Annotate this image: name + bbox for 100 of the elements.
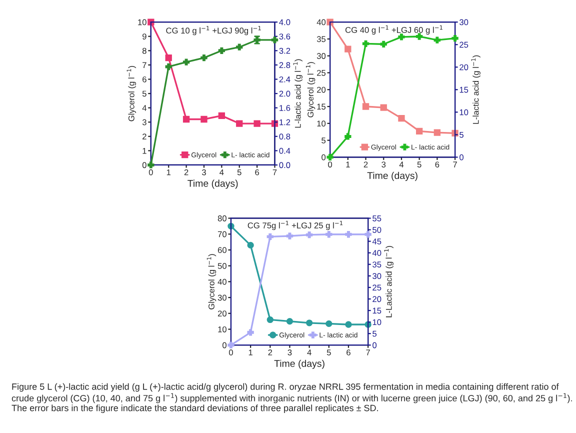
x-tick-label: 6 [435, 162, 440, 168]
point [182, 58, 190, 66]
x-tick-label: 5 [326, 350, 331, 356]
y2-axis-title: L-lactic acid (g l$^{−1}$) [293, 59, 302, 128]
y2-tick-label: 10 [460, 109, 468, 116]
y-tick-label: 7 [142, 62, 146, 68]
point [228, 342, 234, 348]
x-tick-label: 3 [288, 349, 292, 356]
point [326, 320, 332, 328]
y-tick-label: 1 [142, 148, 146, 154]
x-tick-label: 5 [417, 162, 422, 168]
y2-tick-label: 5 [372, 330, 377, 337]
x-tick-label: 1 [248, 350, 252, 356]
point [434, 129, 441, 136]
y-tick-label: 50 [218, 263, 226, 269]
x-tick-label: 4 [307, 350, 312, 356]
point [326, 154, 334, 161]
y-tick-label: 2 [142, 134, 146, 140]
y-tick-label: 5 [322, 138, 326, 144]
y-tick-label: 10 [138, 19, 146, 26]
point [398, 34, 405, 40]
x-tick-label: 2 [364, 162, 368, 168]
y2-tick-label: 25 [372, 284, 382, 291]
x-tick-label: 3 [382, 162, 386, 168]
point [247, 242, 254, 249]
y-tick-label: 3 [142, 119, 146, 126]
y2-tick-label: 1.2 [280, 119, 290, 126]
x-tick-label: 7 [453, 162, 457, 168]
x-tick-label: 5 [237, 169, 242, 176]
y-tick-label: 10 [218, 326, 226, 332]
y-tick-label: 0 [222, 342, 226, 348]
y-tick-label: 25 [317, 70, 326, 76]
y2-tick-label: 1.6 [280, 105, 290, 111]
y2-tick-label: 4.0 [279, 19, 290, 26]
point [254, 120, 260, 127]
y-tick-label: 40 [218, 278, 226, 285]
x-tick-label: 0 [228, 349, 233, 356]
y2-tick-label: 2.0 [279, 90, 290, 97]
y-tick-label: 6 [142, 76, 146, 82]
y-tick-label: 60 [218, 247, 226, 254]
text: Figure 5 L (+)-lactic acid yield (g L (+)-lactic acid/g glycerol) during R. oryzae NRRL 395 fermentation in media containing different ratio of crude glycerol (CG) (10, 40, and 75 g l$^{−1}$) supplemented with inorganic nutrients (IN) or with lucerne green juice (LGJ) (90, 60, and 25 g l$^{−1}$). The error bars in the figure indicate the standard deviations of three parallel replicates ± SD. [12, 383, 572, 413]
x-tick-label: 1 [346, 162, 350, 168]
point [434, 36, 441, 44]
point [200, 54, 208, 62]
point [326, 231, 332, 238]
text: CG 10 g l$^{−1}$ +LGJ 90g l$^{−1}$ [166, 26, 261, 36]
y2-tick-label: 30 [460, 19, 468, 26]
y2-tick-label: 30 [372, 273, 382, 279]
point [148, 162, 154, 168]
point [266, 233, 274, 240]
y2-tick-label: 55 [372, 216, 382, 222]
y-tick-label: 20 [218, 310, 226, 316]
point [286, 318, 294, 325]
y-tick-label: 30 [218, 294, 226, 301]
y2-tick-label: 10 [372, 319, 382, 326]
point [362, 103, 370, 110]
x-tick-label: 7 [366, 350, 370, 356]
x-tick-label: 3 [202, 169, 206, 176]
y-tick-label: 0 [322, 154, 326, 160]
y2-tick-label: 0.8 [279, 134, 290, 140]
x-tick-label: 0 [148, 169, 153, 176]
x-axis-title: Time (days) [274, 360, 324, 369]
x-tick-label: 2 [184, 169, 188, 176]
point [364, 231, 372, 238]
point [306, 232, 313, 238]
chart-title: CG 40 g l$^{−1}$ +LGJ 60 g l$^{−1}$ [345, 25, 442, 35]
point [416, 128, 423, 135]
y2-tick-label: 50 [372, 226, 382, 233]
y2-tick-label: 0 [460, 154, 464, 160]
y-tick-label: 8 [142, 48, 146, 54]
point [165, 54, 172, 62]
point [236, 44, 243, 50]
x-axis-title: Time (days) [188, 180, 238, 189]
y2-tick-label: 45 [372, 238, 382, 244]
point [345, 231, 352, 238]
x-tick-label: 7 [272, 169, 277, 176]
point [218, 47, 226, 54]
y-tick-label: 10 [317, 120, 326, 127]
y2-tick-label: 15 [460, 86, 468, 93]
y2-tick-label: 15 [372, 308, 382, 314]
y2-tick-label: 3.2 [279, 48, 290, 54]
y2-tick-label: 40 [372, 250, 382, 256]
x-tick-label: 2 [268, 349, 272, 356]
x-tick-label: 6 [346, 349, 350, 356]
point [165, 63, 172, 70]
y2-tick-label: 2.8 [279, 62, 290, 68]
y2-tick-label: 0 [372, 342, 377, 348]
y-axis-title: Glycerol (g l$^{−1}$) [126, 66, 136, 122]
point [326, 18, 334, 26]
x-axis-title: Time (days) [367, 172, 418, 181]
point [286, 232, 294, 240]
y-tick-label: 40 [316, 19, 326, 26]
y2-axis-title: L-Lactic acid (g l$^{−1}$) [384, 246, 394, 318]
y-tick-label: 15 [317, 104, 326, 110]
y2-tick-label: 0.4 [279, 148, 290, 154]
point [416, 33, 423, 40]
point [148, 18, 154, 26]
point [306, 320, 313, 326]
point [266, 316, 274, 324]
y2-tick-label: 0.0 [279, 162, 290, 168]
